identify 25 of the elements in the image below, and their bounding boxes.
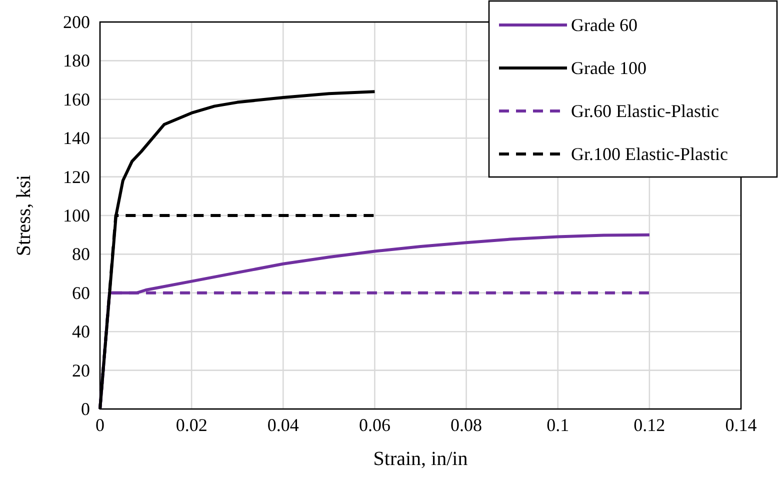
y-tick-label: 40	[72, 322, 90, 342]
x-tick-label: 0.02	[176, 415, 208, 435]
y-tick-label: 180	[63, 50, 90, 71]
y-tick-label: 100	[63, 206, 90, 226]
legend-label: Grade 60	[571, 15, 638, 35]
y-tick-label: 200	[63, 12, 90, 32]
x-tick-label: 0	[96, 415, 104, 435]
x-tick-label: 0.06	[358, 415, 390, 435]
y-tick-label: 120	[63, 166, 90, 187]
y-tick-label: 80	[72, 244, 90, 264]
y-axis-title: Stress, ksi	[13, 174, 35, 256]
legend-label: Grade 100	[571, 58, 646, 78]
legend-label: Gr.60 Elastic-Plastic	[571, 101, 719, 121]
x-tick-label: 0.04	[267, 415, 299, 435]
y-tick-label: 20	[72, 360, 90, 380]
y-tick-label: 140	[63, 128, 90, 148]
x-axis-title: Strain, in/in	[373, 448, 468, 470]
legend-label: Gr.100 Elastic-Plastic	[571, 144, 728, 164]
y-tick-label: 160	[63, 89, 90, 110]
y-tick-label: 0	[81, 399, 90, 419]
x-tick-label: 0.12	[634, 415, 666, 435]
x-tick-label: 0.14	[725, 415, 757, 435]
x-tick-label: 0.08	[450, 415, 482, 435]
x-tick-label: 0.1	[546, 415, 570, 435]
y-tick-label: 60	[72, 282, 90, 303]
